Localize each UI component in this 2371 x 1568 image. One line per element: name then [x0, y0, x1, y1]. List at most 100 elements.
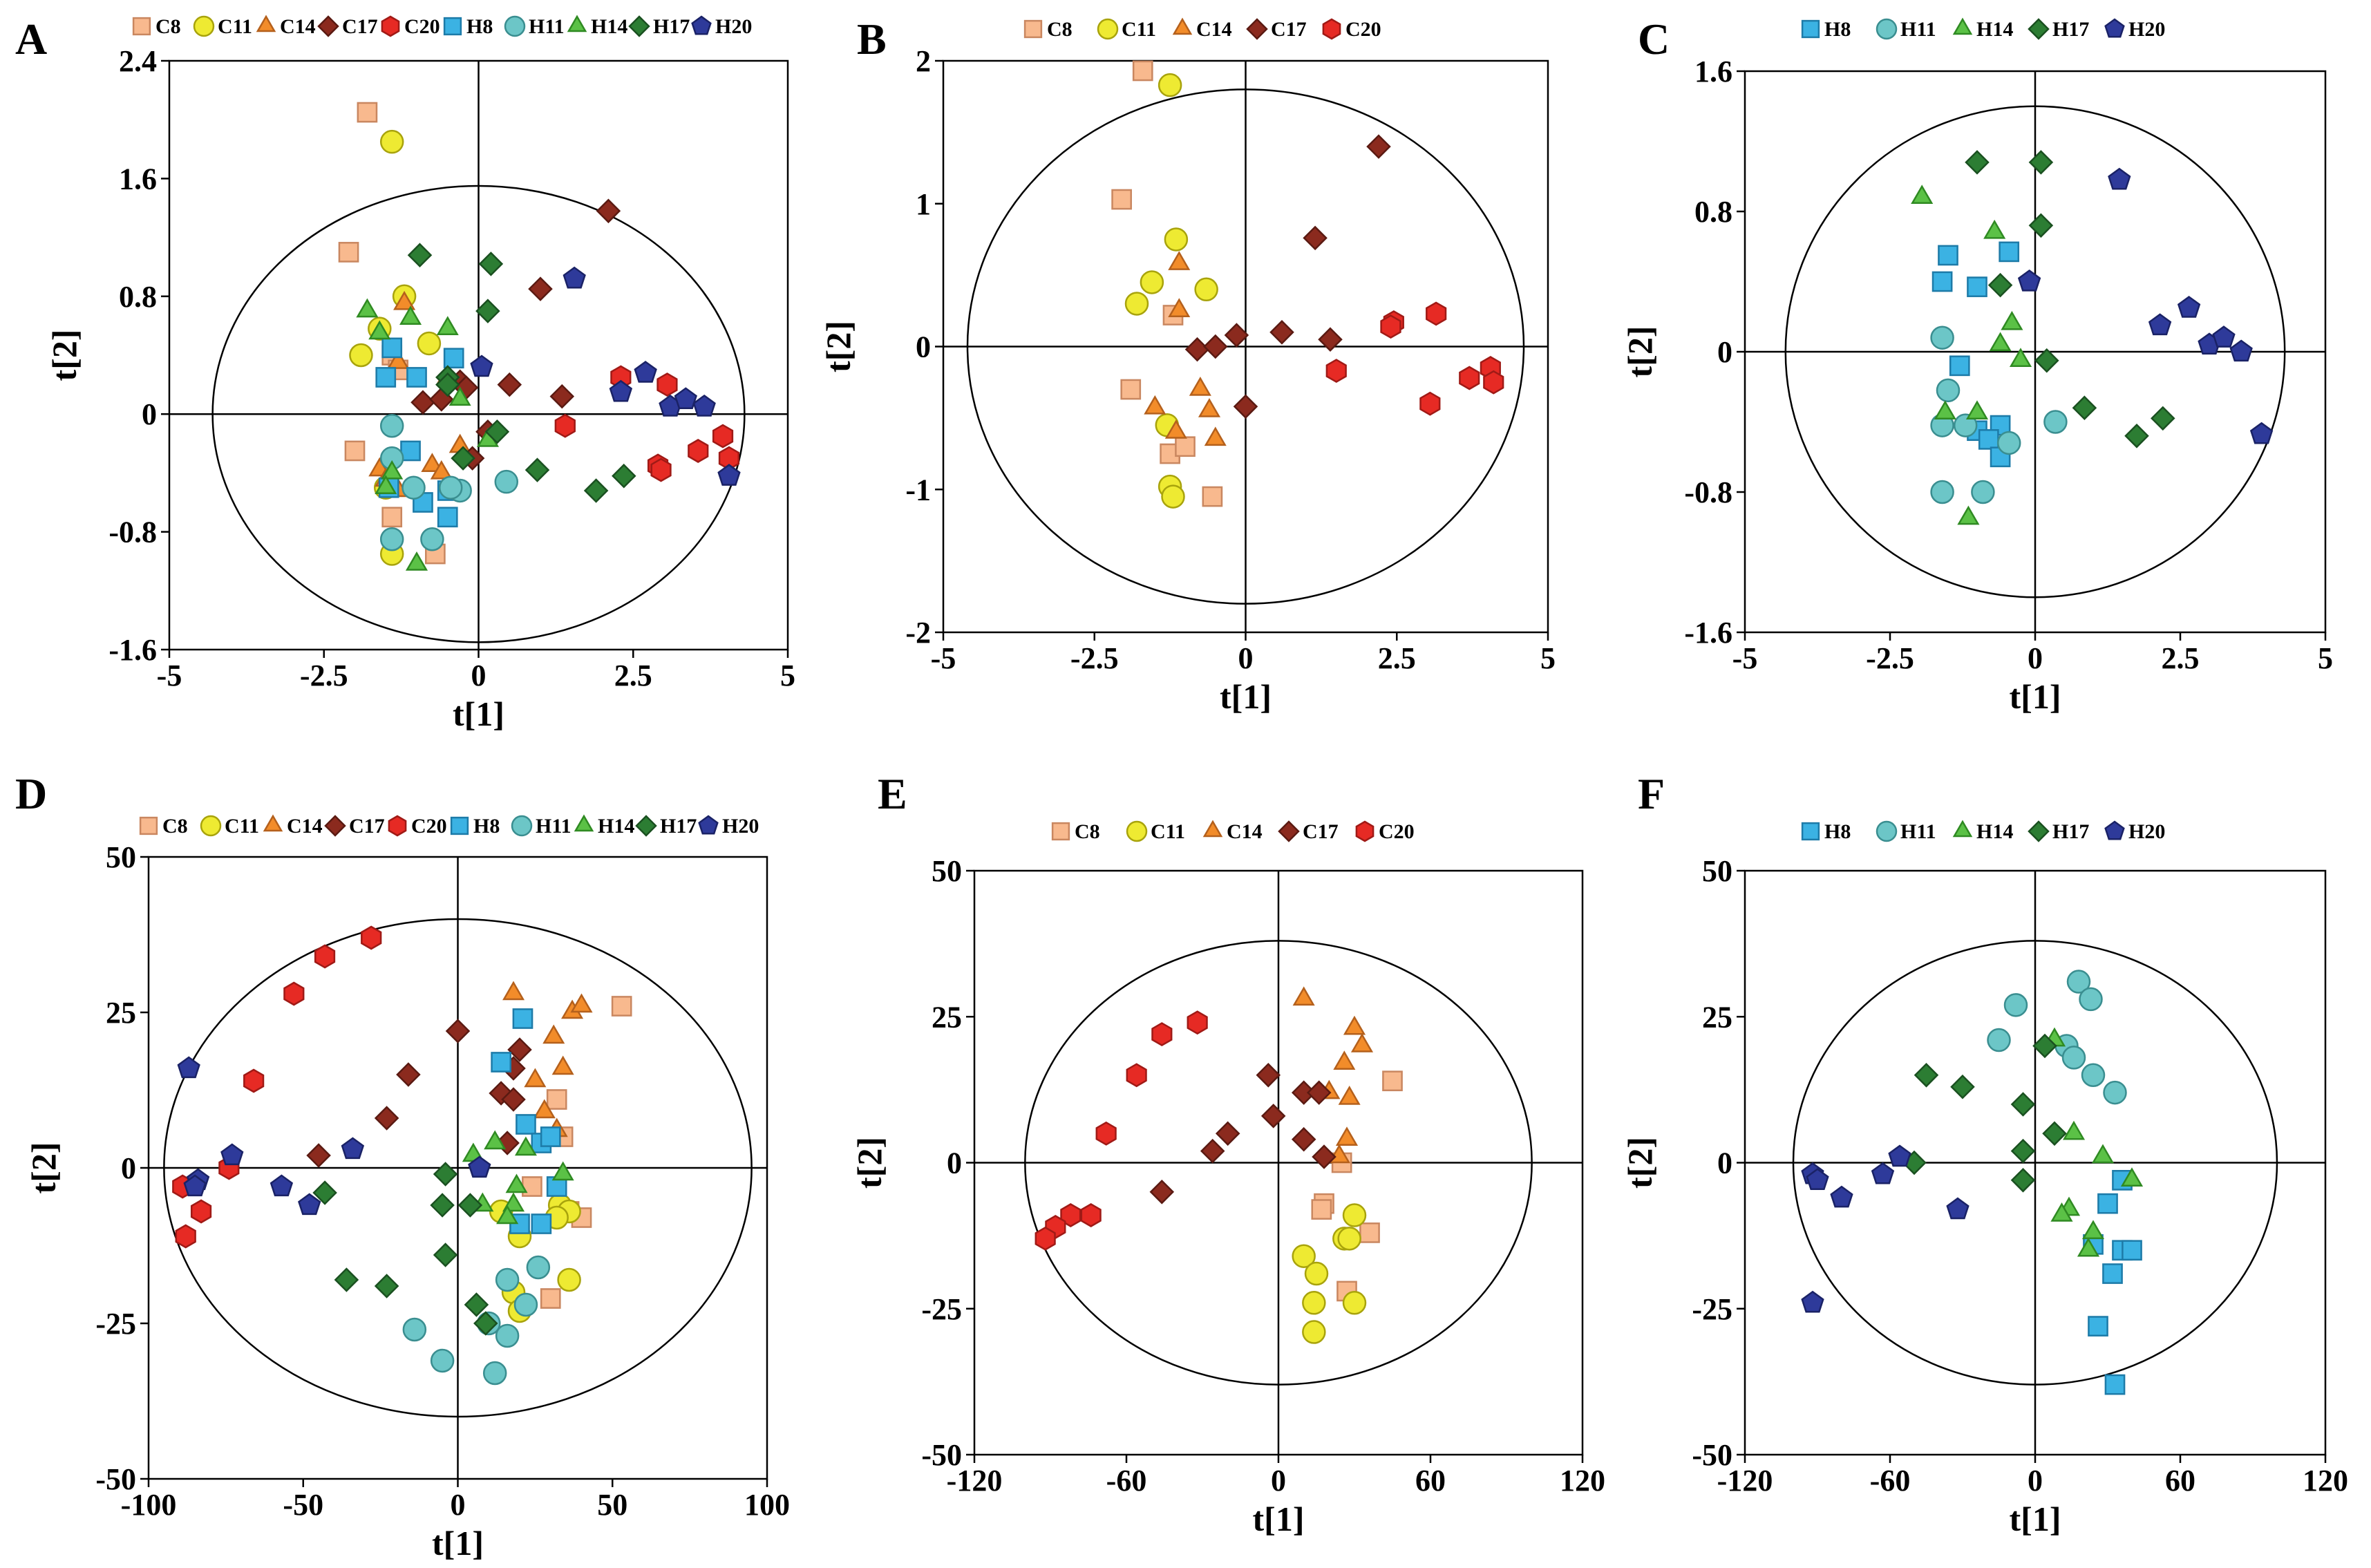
x-axis-title: t[1] — [1220, 677, 1272, 716]
data-point — [1382, 1070, 1403, 1092]
y-tick-label: -50 — [1692, 1438, 1732, 1472]
y-tick-label: -1.6 — [1684, 616, 1732, 650]
legend-label: H14 — [591, 15, 627, 38]
data-point — [475, 299, 500, 323]
data-point — [546, 1089, 567, 1110]
data-point — [334, 1267, 359, 1292]
data-point — [1149, 1180, 1175, 1205]
data-point — [2028, 150, 2054, 175]
data-point — [2001, 310, 2023, 330]
data-point — [524, 1068, 547, 1088]
legend-marker — [2028, 820, 2050, 842]
x-tick-label: -5 — [1732, 641, 1758, 675]
data-point — [375, 367, 397, 388]
legend-marker — [139, 816, 158, 835]
data-point — [1164, 227, 1189, 252]
hotelling-ellipse — [211, 185, 746, 643]
data-point — [1291, 1126, 1316, 1152]
series-h8 — [491, 1008, 567, 1234]
data-point — [374, 1274, 399, 1298]
data-point — [405, 551, 428, 571]
data-point — [243, 1068, 265, 1093]
data-point — [1132, 60, 1153, 82]
data-point — [338, 242, 359, 263]
panel-letter: C — [1638, 15, 1670, 64]
data-point — [497, 372, 522, 397]
data-point — [1426, 301, 1447, 326]
data-point — [175, 1224, 196, 1249]
data-point — [1987, 272, 2013, 298]
data-point — [491, 1052, 511, 1073]
legend-marker — [193, 15, 215, 37]
legend-marker — [388, 815, 407, 837]
x-tick-label: -120 — [947, 1464, 1003, 1498]
data-point — [2009, 348, 2032, 367]
y-axis-title: t[2] — [819, 321, 858, 372]
panel-letter: B — [857, 15, 887, 64]
data-point — [451, 446, 475, 471]
legend-marker — [200, 815, 222, 837]
data-point — [522, 1176, 542, 1197]
legend-marker — [1202, 820, 1223, 838]
legend-marker — [1278, 820, 1300, 842]
legend: H8 H11 H14 H17 H20 — [1801, 17, 2165, 41]
legend-label: C8 — [155, 15, 181, 38]
y-tick-label: 25 — [106, 996, 136, 1030]
data-point — [1989, 332, 2012, 352]
series-c14 — [502, 981, 593, 1137]
data-point — [1198, 398, 1221, 417]
y-tick-label: 2.4 — [119, 44, 157, 78]
legend-label: H17 — [653, 15, 690, 38]
data-point — [513, 1292, 538, 1317]
data-point — [2034, 348, 2059, 373]
legend-marker — [317, 15, 339, 37]
data-point — [1946, 1197, 1969, 1220]
data-point — [1914, 1063, 1939, 1088]
x-tick-label: 2.5 — [2162, 641, 2200, 675]
data-point — [1144, 395, 1166, 415]
data-point — [1965, 150, 1990, 175]
data-point — [557, 1267, 581, 1292]
legend-label: C8 — [162, 815, 188, 838]
legend-marker — [256, 15, 276, 32]
data-point — [1987, 1028, 2011, 1052]
x-tick-label: 120 — [1560, 1464, 1605, 1498]
panel-letter: A — [15, 15, 47, 64]
data-point — [437, 507, 458, 528]
data-point — [596, 198, 621, 224]
legend-label: C20 — [1379, 820, 1415, 843]
series-h14 — [2043, 1027, 2144, 1257]
data-point — [381, 507, 403, 528]
legend-marker — [1322, 18, 1341, 40]
y-axis-title: t[2] — [1621, 1137, 1659, 1189]
legend-marker — [635, 815, 657, 837]
hotelling-ellipse — [1792, 940, 2278, 1386]
y-tick-label: 0.8 — [1694, 195, 1732, 229]
data-point — [379, 129, 404, 154]
data-point — [306, 1143, 331, 1168]
y-tick-label: 0 — [142, 397, 157, 431]
x-tick-label: 0 — [1271, 1464, 1286, 1498]
data-point — [2010, 1138, 2036, 1164]
data-point — [2072, 395, 2097, 420]
legend-marker — [1097, 18, 1119, 40]
panel-letter: F — [1638, 769, 1665, 818]
data-point — [2081, 1063, 2106, 1087]
legend-marker — [1126, 820, 1148, 842]
data-point — [528, 276, 553, 301]
y-tick-label: 50 — [932, 854, 962, 888]
series-c20 — [172, 925, 382, 1249]
data-point — [1419, 391, 1441, 416]
data-point — [1967, 276, 1987, 297]
y-tick-label: -1 — [905, 473, 931, 507]
data-point — [1302, 1320, 1326, 1344]
data-point — [1189, 376, 1211, 396]
data-point — [1978, 429, 1999, 450]
data-point — [1302, 1291, 1326, 1315]
x-tick-label: -2.5 — [300, 659, 348, 692]
legend-label: H8 — [473, 815, 500, 838]
data-point — [1256, 1063, 1281, 1088]
data-point — [368, 320, 391, 340]
data-point — [344, 440, 366, 462]
